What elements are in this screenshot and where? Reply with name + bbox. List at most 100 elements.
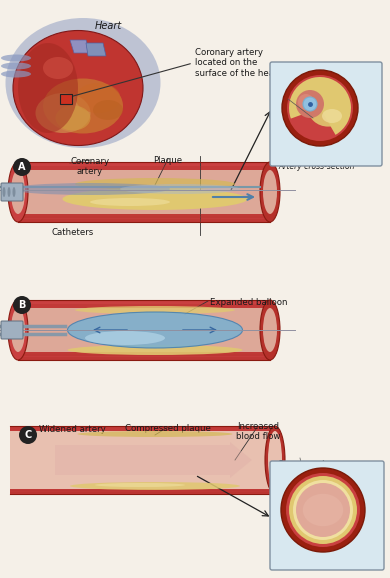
Polygon shape xyxy=(18,166,270,170)
Polygon shape xyxy=(10,490,275,492)
Polygon shape xyxy=(18,300,270,308)
Polygon shape xyxy=(18,216,270,219)
Text: B: B xyxy=(18,300,26,310)
Wedge shape xyxy=(289,77,351,135)
FancyBboxPatch shape xyxy=(1,321,23,339)
Text: Plaque: Plaque xyxy=(153,156,183,165)
Polygon shape xyxy=(18,214,270,218)
Ellipse shape xyxy=(75,306,235,314)
Ellipse shape xyxy=(7,187,11,197)
Polygon shape xyxy=(10,489,275,494)
Ellipse shape xyxy=(93,100,123,120)
Polygon shape xyxy=(18,354,270,357)
Ellipse shape xyxy=(62,188,248,210)
Text: Widened
artery: Widened artery xyxy=(306,497,340,516)
Ellipse shape xyxy=(260,162,280,222)
Ellipse shape xyxy=(322,109,342,123)
Ellipse shape xyxy=(10,183,170,195)
Ellipse shape xyxy=(1,54,31,61)
Polygon shape xyxy=(18,304,270,308)
Circle shape xyxy=(293,480,353,540)
Ellipse shape xyxy=(268,431,282,489)
Circle shape xyxy=(287,75,353,141)
Text: Catheters: Catheters xyxy=(52,228,94,237)
Ellipse shape xyxy=(18,43,78,133)
Text: Narrowed
artery: Narrowed artery xyxy=(278,62,315,81)
Polygon shape xyxy=(18,214,270,222)
Polygon shape xyxy=(86,43,106,56)
Circle shape xyxy=(296,90,324,118)
Text: C: C xyxy=(24,430,32,440)
Ellipse shape xyxy=(263,308,277,352)
Ellipse shape xyxy=(43,79,123,134)
Ellipse shape xyxy=(260,300,280,360)
Polygon shape xyxy=(18,214,270,216)
Ellipse shape xyxy=(67,312,243,348)
Polygon shape xyxy=(18,219,270,222)
Text: Balloon catheter: Balloon catheter xyxy=(278,154,341,163)
Ellipse shape xyxy=(90,198,170,206)
Ellipse shape xyxy=(5,18,161,148)
Polygon shape xyxy=(18,357,270,360)
Circle shape xyxy=(282,70,358,146)
Ellipse shape xyxy=(8,162,28,222)
FancyBboxPatch shape xyxy=(270,62,382,166)
Bar xyxy=(60,94,72,104)
Text: Compressed
plaque: Compressed plaque xyxy=(278,460,325,479)
Polygon shape xyxy=(18,308,270,352)
Ellipse shape xyxy=(55,106,90,131)
Polygon shape xyxy=(70,40,90,53)
Ellipse shape xyxy=(11,170,25,214)
Ellipse shape xyxy=(263,170,277,214)
Text: Increased
blood flow: Increased blood flow xyxy=(236,422,280,442)
Polygon shape xyxy=(18,352,270,360)
FancyBboxPatch shape xyxy=(270,461,384,570)
Text: Artery cross-section: Artery cross-section xyxy=(278,162,355,171)
Polygon shape xyxy=(18,170,270,214)
Ellipse shape xyxy=(78,431,232,437)
Circle shape xyxy=(298,94,314,110)
Ellipse shape xyxy=(1,71,31,77)
Ellipse shape xyxy=(1,62,31,69)
Polygon shape xyxy=(18,162,270,170)
Text: Heart: Heart xyxy=(94,21,122,31)
Ellipse shape xyxy=(70,482,240,490)
Text: Widened artery: Widened artery xyxy=(39,425,105,434)
FancyBboxPatch shape xyxy=(1,183,23,201)
Ellipse shape xyxy=(35,93,90,133)
Ellipse shape xyxy=(85,331,165,345)
Ellipse shape xyxy=(8,300,28,360)
Text: A: A xyxy=(18,162,26,172)
Circle shape xyxy=(13,296,31,314)
Ellipse shape xyxy=(76,83,121,113)
Polygon shape xyxy=(10,492,275,494)
Ellipse shape xyxy=(11,308,25,352)
Ellipse shape xyxy=(120,184,240,194)
Ellipse shape xyxy=(13,31,143,146)
Text: Expanded balloon: Expanded balloon xyxy=(210,298,287,307)
Circle shape xyxy=(303,97,317,111)
Circle shape xyxy=(296,483,350,537)
Ellipse shape xyxy=(12,187,16,197)
FancyArrow shape xyxy=(55,442,252,478)
Polygon shape xyxy=(10,431,275,489)
Text: Plaque: Plaque xyxy=(335,62,361,71)
Circle shape xyxy=(13,158,31,176)
Polygon shape xyxy=(10,427,275,431)
Polygon shape xyxy=(18,351,270,354)
Ellipse shape xyxy=(265,426,285,494)
Circle shape xyxy=(281,468,365,552)
Circle shape xyxy=(289,476,357,544)
Polygon shape xyxy=(18,352,270,356)
Ellipse shape xyxy=(308,90,348,127)
Ellipse shape xyxy=(303,494,343,526)
Circle shape xyxy=(19,426,37,444)
Ellipse shape xyxy=(95,483,185,487)
Ellipse shape xyxy=(67,345,243,355)
Text: Coronary
artery: Coronary artery xyxy=(71,157,110,176)
Polygon shape xyxy=(10,489,275,493)
Ellipse shape xyxy=(75,178,235,190)
Text: Compressed plaque: Compressed plaque xyxy=(125,424,211,433)
Text: Coronary artery
located on the
surface of the heart: Coronary artery located on the surface o… xyxy=(195,48,281,78)
Polygon shape xyxy=(10,489,275,491)
